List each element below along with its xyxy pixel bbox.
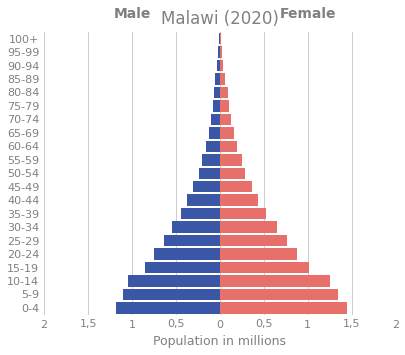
Bar [219,195,257,206]
Bar [217,60,219,71]
Bar [187,195,219,206]
Bar [219,181,252,192]
Bar [219,289,338,300]
Bar [218,33,219,44]
Bar [205,141,219,152]
Bar [219,127,233,138]
Bar [145,262,219,273]
Title: Malawi (2020): Malawi (2020) [160,10,278,28]
Bar [209,127,219,138]
Bar [219,73,224,85]
Bar [123,289,219,300]
Text: Male: Male [113,7,150,21]
Text: Female: Female [279,7,335,21]
Bar [219,33,220,44]
Bar [215,73,219,85]
Bar [181,208,219,219]
Bar [219,302,346,313]
Bar [219,154,241,165]
Bar [219,47,221,58]
Bar [219,208,265,219]
Bar [153,248,219,260]
Bar [219,262,309,273]
Bar [219,275,329,287]
Bar [219,235,287,246]
Bar [193,181,219,192]
Bar [213,87,219,98]
X-axis label: Population in millions: Population in millions [153,335,286,348]
Bar [219,60,223,71]
Bar [211,114,219,125]
Bar [116,302,219,313]
Bar [219,114,231,125]
Bar [163,235,219,246]
Bar [219,100,228,112]
Bar [219,141,237,152]
Bar [219,248,296,260]
Bar [202,154,219,165]
Bar [212,100,219,112]
Bar [217,47,219,58]
Bar [198,168,219,179]
Bar [219,168,245,179]
Bar [219,222,276,233]
Bar [219,87,227,98]
Bar [127,275,219,287]
Bar [172,222,219,233]
